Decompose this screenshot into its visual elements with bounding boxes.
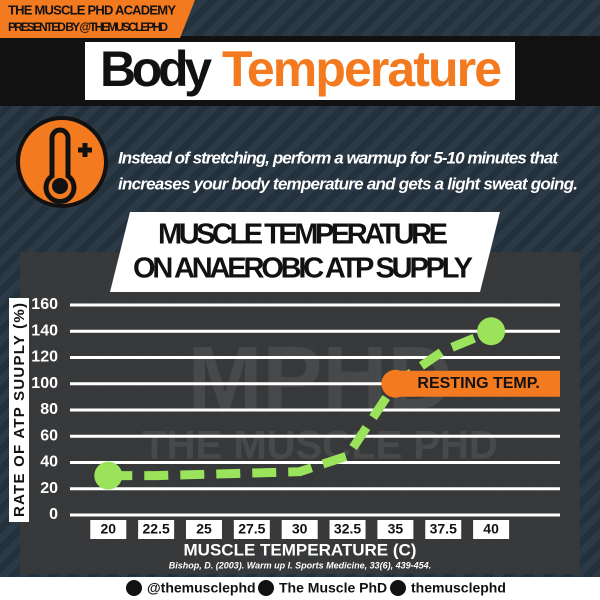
point-marker	[477, 317, 506, 346]
presented-by: PRESENTED BY @THEMUSCLEPHD	[8, 20, 168, 34]
academy: THE MUSCLE PHD ACADEMY	[8, 2, 176, 17]
snapchat-icon	[390, 580, 406, 596]
x-tick-label: 25	[196, 521, 212, 537]
x-tick-label: 32.5	[334, 521, 361, 537]
x-tick-box	[185, 520, 222, 539]
footer	[0, 577, 600, 600]
y-tick-label: 160	[31, 296, 58, 313]
x-tick-label: 35	[388, 521, 404, 537]
point-marker	[94, 461, 123, 490]
y-tick-label: 100	[31, 375, 58, 392]
y-tick-label: 40	[40, 454, 58, 471]
x-tick-label: 27.5	[238, 521, 265, 537]
x-tick-box	[473, 520, 510, 539]
instagram: @themusclephd	[147, 580, 256, 596]
x-tick-box	[329, 520, 366, 539]
title-body: Body	[100, 41, 212, 97]
x-tick-box	[90, 520, 127, 539]
line	[108, 327, 493, 481]
y-tick-label: 20	[40, 480, 58, 497]
plot: 0 20 40 60 80 100 120 140 160 20 22.5 25 27.5 30 32.5 3…	[31, 296, 560, 539]
y-tick-label: 60	[40, 427, 58, 444]
x-tick-box	[425, 520, 462, 539]
x-tick-label: 37.5	[430, 521, 457, 537]
title-temperature: Temperature	[222, 41, 502, 97]
x-tick-box	[281, 520, 318, 539]
chart-title-box	[110, 212, 500, 292]
chart-title: ON ANAEROBIC ATP SUPPLY	[133, 253, 473, 285]
x-axis-label: MUSCLE TEMPERATURE (C)	[184, 540, 417, 559]
snapchat: themusclephd	[411, 580, 506, 596]
annotation: RESTING TEMP.	[417, 375, 539, 392]
x-tick-label: 40	[483, 521, 499, 537]
thermometer-bulb	[52, 178, 68, 194]
title-box	[85, 42, 515, 100]
chart-title: MUSCLE TEMPERATURE	[158, 219, 448, 251]
watermark: THE MUSCLE PHD	[142, 424, 498, 468]
y-tick-label: 0	[49, 506, 58, 523]
instagram-icon	[126, 580, 142, 596]
point-marker	[381, 369, 410, 398]
annotation-box	[395, 370, 560, 397]
citation: Bishop, D. (2003). Warm up I. Sports Med…	[169, 560, 431, 570]
y-axis-label: RATE OF ATP SUUPLY (%)	[11, 303, 28, 517]
x-tick-label: 20	[100, 521, 116, 537]
y-label-box	[9, 298, 29, 522]
x-tick-box	[377, 520, 414, 539]
x-tick-label: 22.5	[143, 521, 170, 537]
y-tick-label: 120	[31, 349, 58, 366]
facebook: The Muscle PhD	[279, 580, 387, 596]
x-tick-box	[138, 520, 175, 539]
x-tick-label: 30	[292, 521, 308, 537]
y-tick-label: 80	[40, 401, 58, 418]
academy-box	[0, 0, 195, 38]
tip-line: increases your body temperature and gets…	[118, 174, 578, 193]
y-tick-label: 140	[31, 322, 58, 339]
thermometer	[43, 127, 92, 204]
tip-line: Instead of stretching, perform a warmup …	[118, 148, 559, 167]
tip-icon	[16, 116, 108, 208]
x-tick-box	[233, 520, 270, 539]
facebook-icon	[258, 580, 274, 596]
